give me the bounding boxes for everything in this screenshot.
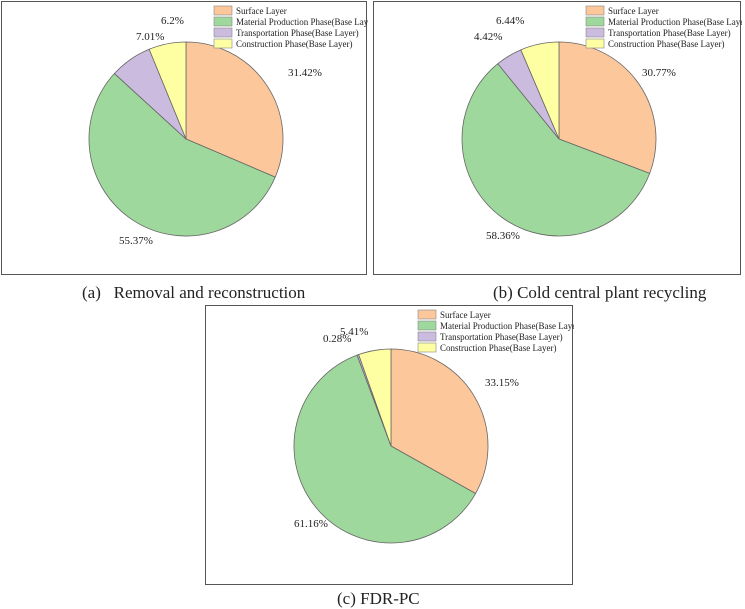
data-label-construction: 6.44% [496, 15, 524, 27]
data-label-material-production: 55.37% [119, 235, 153, 247]
legend-label-material-production: Material Production Phase(Base Layer) [440, 321, 574, 331]
pie-chart-c: 33.15% 61.16% 0.28%5.41% Surface LayerMater… [293, 309, 574, 544]
data-label-surface-layer: 30.77% [642, 67, 676, 79]
data-label-transportation: 7.01% [136, 31, 164, 43]
data-label-material-production: 58.36% [486, 230, 520, 242]
legend-swatch-transportation [213, 27, 233, 38]
pie-slices [88, 41, 284, 237]
data-label-construction: 6.2% [161, 15, 184, 27]
legend-swatch-surface-layer [417, 309, 437, 320]
legend-label-construction: Construction Phase(Base Layer) [440, 343, 556, 353]
legend-swatch-material-production [585, 16, 605, 27]
pie-slice-surface-layer [558, 41, 657, 174]
legend-swatch-material-production [417, 320, 437, 331]
data-label-surface-layer: 33.15% [485, 377, 519, 389]
pie-chart-panel-c: 33.15% 61.16% 0.28% 5.41% Surface Layer Mater… [205, 305, 574, 585]
pie-slice-material-production [88, 72, 276, 237]
legend-label-surface-layer: Surface Layer [440, 310, 491, 320]
pie-slice-construction [148, 41, 187, 140]
pie-slice-material-production [293, 354, 477, 544]
pie-slice-construction [520, 41, 560, 140]
legend-swatch-material-production [213, 16, 233, 27]
legend-label-surface-layer: Surface Layer [236, 6, 287, 16]
pie-chart-panel-a: 31.42% 55.37% 7.01% 6.2% Surface Layer Materi… [1, 1, 368, 275]
pie-chart-a: 31.42% 55.37% 7.01% 6.2% Surface LayerMateri… [88, 5, 368, 247]
legend-label-material-production: Material Production Phase(Base Layer) [608, 17, 742, 27]
data-label-transportation: 0.28% [323, 333, 351, 345]
legend-swatch-construction [585, 38, 605, 49]
caption-b: (b) Cold central plant recycling [493, 283, 707, 302]
data-label-material-production: 61.16% [294, 518, 328, 530]
pie-slice-surface-layer [185, 41, 284, 178]
data-label-surface-layer: 31.42% [288, 67, 322, 79]
legend-label-construction: Construction Phase(Base Layer) [608, 39, 724, 49]
legend-swatch-construction [213, 38, 233, 49]
legend-label-transportation: Transportation Phase(Base Layer) [236, 28, 359, 38]
pie-slice-material-production [461, 63, 651, 237]
data-label-construction: 5.41% [340, 326, 368, 338]
legend-label-transportation: Transportation Phase(Base Layer) [440, 332, 563, 342]
data-label-transportation: 4.42% [474, 31, 502, 43]
legend-swatch-transportation [585, 27, 605, 38]
pie-slices [293, 348, 489, 544]
legend-swatch-surface-layer [585, 5, 605, 16]
pie-slice-construction [358, 348, 392, 447]
legend-label-material-production: Material Production Phase(Base Layer) [236, 17, 368, 27]
legend-label-construction: Construction Phase(Base Layer) [236, 39, 352, 49]
legend-swatch-transportation [417, 331, 437, 342]
caption-a: (a) Removal and reconstruction [82, 283, 306, 302]
pie-chart-panel-b: 30.77% 58.36% 4.42% 6.44% Surface Layer Mater… [373, 1, 742, 275]
caption-c: (c) FDR-PC [337, 589, 420, 608]
pie-chart-b: 30.77% 58.36% 4.42% 6.44% Surface LayerMater… [461, 5, 742, 242]
legend-swatch-surface-layer [213, 5, 233, 16]
pie-slices [461, 41, 657, 237]
legend-label-transportation: Transportation Phase(Base Layer) [608, 28, 731, 38]
legend-swatch-construction [417, 342, 437, 353]
pie-slice-surface-layer [390, 348, 489, 495]
legend-label-surface-layer: Surface Layer [608, 6, 659, 16]
